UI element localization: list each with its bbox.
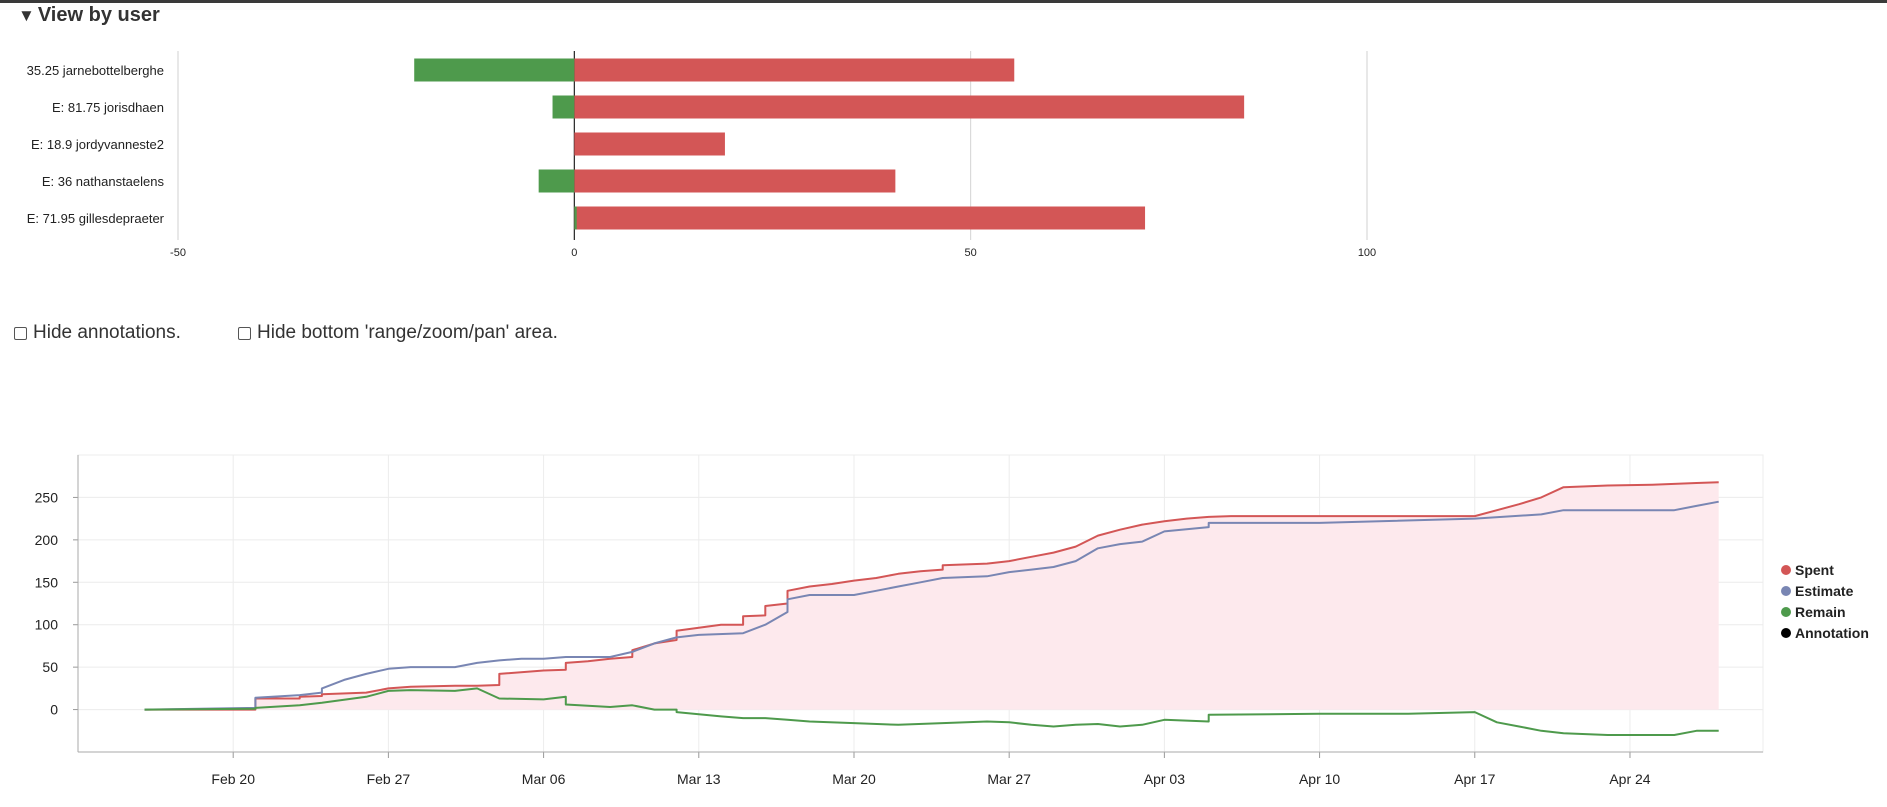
spent-area-fill: [144, 482, 1719, 710]
user-label: E: 36 nathanstaelens: [42, 174, 165, 189]
x-tick-label: Apr 03: [1144, 771, 1185, 787]
x-tick-label: 50: [965, 247, 977, 259]
x-tick-label: Apr 17: [1454, 771, 1495, 787]
top-border: [0, 0, 1887, 3]
x-tick-label: 100: [1358, 247, 1376, 259]
x-tick-label: Mar 27: [987, 771, 1031, 787]
legend-label-spent[interactable]: Spent: [1795, 562, 1834, 578]
burndown-chart-svg: 250 200 150 100 50 0 Feb 20 Feb 27 Mar 06 Mar 13 M…: [35, 454, 1869, 787]
user-bar-remain[interactable]: [538, 169, 575, 193]
hide-annotations-label: Hide annotations.: [33, 322, 181, 343]
x-tick-label: Apr 10: [1299, 771, 1340, 787]
hide-bottom-area-label: Hide bottom 'range/zoom/pan' area.: [257, 322, 558, 343]
y-tick-label: 150: [35, 574, 59, 590]
view-by-user-toggle[interactable]: ▼ View by user: [18, 3, 160, 28]
user-bar-chart-svg: 35.25 jarnebottelberghe E: 81.75 jorisdha…: [27, 51, 1376, 259]
x-tick-label: 0: [571, 247, 577, 259]
hide-bottom-area-option[interactable]: Hide bottom 'range/zoom/pan' area.: [238, 322, 558, 344]
triangle-down-icon: ▼: [18, 6, 35, 25]
user-bar-remain[interactable]: [552, 95, 575, 119]
spent-line[interactable]: [144, 481, 1719, 711]
user-bar-spent[interactable]: [574, 95, 1245, 119]
user-bar-remain[interactable]: [414, 58, 575, 82]
legend-label-annotation[interactable]: Annotation: [1795, 625, 1869, 641]
user-label: E: 71.95 gillesdepraeter: [27, 211, 165, 226]
x-tick-label: Mar 06: [522, 771, 566, 787]
burndown-chart: 250 200 150 100 50 0 Feb 20 Feb 27 Mar 06 Mar 13 M…: [0, 440, 1887, 802]
user-bar-remain[interactable]: [574, 206, 577, 230]
user-bar-spent[interactable]: [574, 206, 1146, 230]
legend-label-remain[interactable]: Remain: [1795, 604, 1846, 620]
x-tick-label: -50: [170, 247, 186, 259]
user-bar-chart: 35.25 jarnebottelberghe E: 81.75 jorisdha…: [0, 40, 1887, 270]
user-label: E: 18.9 jordyvanneste2: [31, 137, 164, 152]
y-tick-label: 200: [35, 532, 59, 548]
x-tick-label: Feb 20: [211, 771, 255, 787]
estimate-line[interactable]: [144, 500, 1719, 711]
y-tick-label: 0: [50, 702, 58, 718]
x-tick-label: Feb 27: [367, 771, 411, 787]
remain-line[interactable]: [144, 687, 1719, 736]
legend-label-estimate[interactable]: Estimate: [1795, 583, 1854, 599]
user-label: E: 81.75 jorisdhaen: [52, 100, 164, 115]
y-tick-label: 100: [35, 617, 59, 633]
user-bar-spent[interactable]: [574, 58, 1015, 82]
hide-annotations-option[interactable]: Hide annotations.: [14, 322, 181, 344]
x-tick-label: Mar 13: [677, 771, 721, 787]
legend-marker: [1781, 607, 1791, 617]
hide-annotations-checkbox[interactable]: [14, 326, 27, 340]
y-tick-label: 50: [42, 659, 58, 675]
section-title: View by user: [37, 4, 160, 26]
y-tick-label: 250: [35, 489, 59, 505]
user-label: 35.25 jarnebottelberghe: [27, 63, 164, 78]
hide-bottom-area-checkbox[interactable]: [238, 326, 251, 340]
x-tick-label: Mar 20: [832, 771, 876, 787]
user-bar-spent[interactable]: [574, 132, 725, 156]
legend-marker: [1781, 565, 1791, 575]
user-bar-spent[interactable]: [574, 169, 896, 193]
legend-marker: [1781, 628, 1791, 638]
x-tick-label: Apr 24: [1609, 771, 1650, 787]
legend-marker: [1781, 586, 1791, 596]
